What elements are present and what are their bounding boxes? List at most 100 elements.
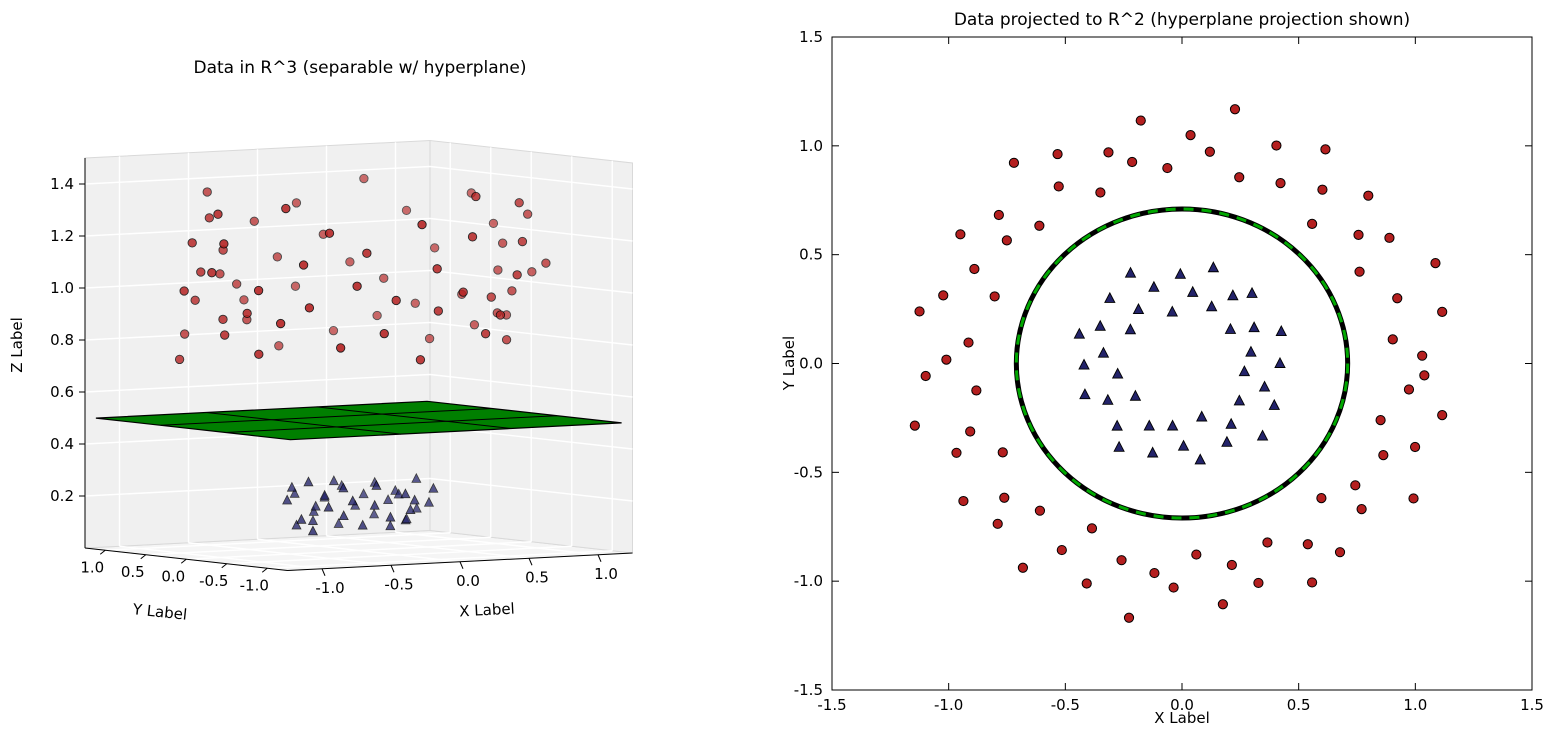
data-point [1354,266,1365,277]
data-point [276,318,286,329]
data-point [400,488,411,499]
data-point [992,518,1003,529]
tick-label: 0.5 [799,246,823,264]
data-point [281,203,291,214]
data-point [1094,319,1106,331]
tick-label: 0.0 [799,355,823,373]
data-point [304,303,315,313]
data-point [1104,291,1116,303]
data-point [1437,306,1448,318]
data-point [1146,446,1159,458]
data-point [1275,178,1286,189]
data-point [1408,493,1419,504]
data-point [254,349,264,359]
data-point [999,492,1010,503]
data-point [1034,220,1045,231]
tick-label: 0.4 [50,435,74,453]
data-point [362,248,372,258]
data-point [1166,305,1179,317]
data-point [486,292,496,302]
data-point [187,238,197,248]
data-point [1207,261,1220,273]
data-point [372,310,382,321]
data-point [218,314,228,324]
data-point [971,385,982,396]
data-point [517,236,528,247]
data-point [997,447,1008,458]
data-point [1196,410,1208,422]
data-point [1102,393,1114,405]
data-point [1353,229,1364,240]
z-axis-label: Z Label [8,317,26,373]
data-point [1124,323,1137,335]
hyperplane [95,400,622,441]
data-point [215,269,225,279]
tick-label: -0.5 [199,572,228,590]
data-point [1221,435,1233,447]
data-point [307,525,318,536]
data-point [298,260,309,270]
data-point [1095,187,1106,198]
data-point [1320,144,1331,155]
series-outer-class-red-circles [174,173,551,365]
data-point [1111,367,1124,379]
data-point [541,258,551,268]
data-point [328,475,339,486]
data-point [336,343,346,353]
data-point [1229,104,1241,115]
tick-label: -0.5 [1051,696,1080,714]
data-point [1053,181,1064,192]
data-point [965,426,976,437]
data-point [989,291,1000,302]
data-point [1097,346,1110,358]
series-inner-class-blue-triangles [282,472,439,536]
ticks-3d: -1.0 -0.5 0.0 0.5 1.0 1.0 0.5 0.0 -0.5 -1.0 0.2 0.4… [50,175,618,597]
data-point [1238,365,1251,377]
data-point [220,330,230,340]
data-point [385,520,396,531]
data-point [1316,493,1327,504]
data-point [249,216,259,226]
data-point [411,472,422,483]
data-point [1194,453,1206,465]
data-point [282,494,293,505]
tick-label: 1.0 [1403,696,1427,714]
data-point [1271,140,1282,151]
data-point [345,257,355,267]
data-point [1307,218,1318,229]
tick-label: 1.5 [1520,696,1544,714]
data-point [488,218,499,229]
data-point [1392,293,1403,304]
grid-lines-3d [84,142,633,570]
data-point [955,229,966,240]
tick-label: -0.5 [794,463,823,481]
data-point [357,519,368,530]
data-point [1246,286,1258,298]
data-point [458,287,468,297]
data-point [909,420,920,431]
data-point [424,333,435,344]
data-point [196,267,206,277]
tick-label: 1.0 [594,565,618,583]
data-point [1177,439,1190,451]
data-point [467,232,478,242]
data-point [1258,380,1271,392]
data-point [969,263,980,275]
data-point [323,501,334,512]
data-point [1149,567,1160,579]
data-point [328,326,339,336]
data-point [333,517,344,528]
data-point [296,513,307,524]
data-point [493,265,503,275]
data-point [179,286,189,296]
data-point [1124,266,1137,278]
data-point [1185,129,1196,141]
tick-label: 0.8 [50,331,74,349]
data-point [1384,232,1395,243]
data-point [958,495,969,507]
series-outer-class-red-circles [909,104,1448,623]
data-point [1256,429,1269,441]
data-point [242,308,252,319]
data-point [469,320,480,330]
